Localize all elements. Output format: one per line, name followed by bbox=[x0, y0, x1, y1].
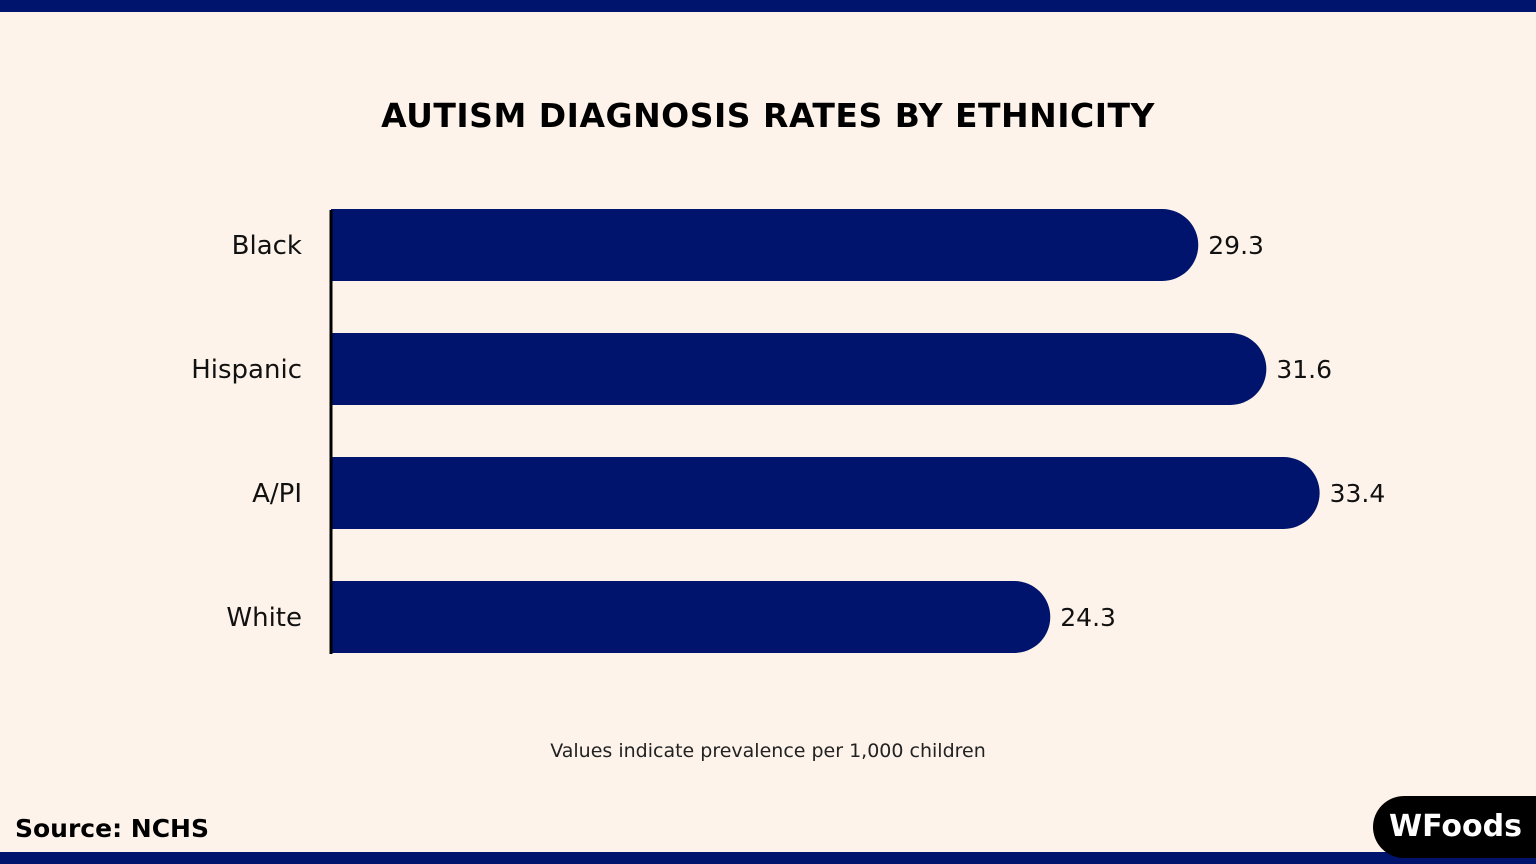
chart-note: Values indicate prevalence per 1,000 chi… bbox=[550, 740, 986, 762]
bar-api bbox=[331, 457, 1320, 529]
data-label: 24.3 bbox=[1060, 603, 1116, 632]
data-label: 29.3 bbox=[1208, 231, 1264, 260]
top-band bbox=[0, 0, 1536, 12]
bottom-band bbox=[0, 852, 1536, 864]
logo-text: WFoods bbox=[1389, 809, 1522, 844]
bar-black bbox=[331, 209, 1199, 281]
bar-white bbox=[331, 581, 1051, 653]
category-label: A/PI bbox=[252, 479, 302, 509]
data-label: 31.6 bbox=[1276, 355, 1332, 384]
data-label: 33.4 bbox=[1330, 479, 1386, 508]
category-label: Hispanic bbox=[191, 355, 302, 385]
category-label: White bbox=[226, 603, 302, 633]
chart-title: AUTISM DIAGNOSIS RATES BY ETHNICITY bbox=[381, 96, 1155, 135]
source-label: Source: NCHS bbox=[15, 814, 209, 843]
wfoods-logo: WFoods bbox=[1373, 796, 1536, 858]
bar-hispanic bbox=[331, 333, 1267, 405]
category-label: Black bbox=[232, 231, 302, 261]
